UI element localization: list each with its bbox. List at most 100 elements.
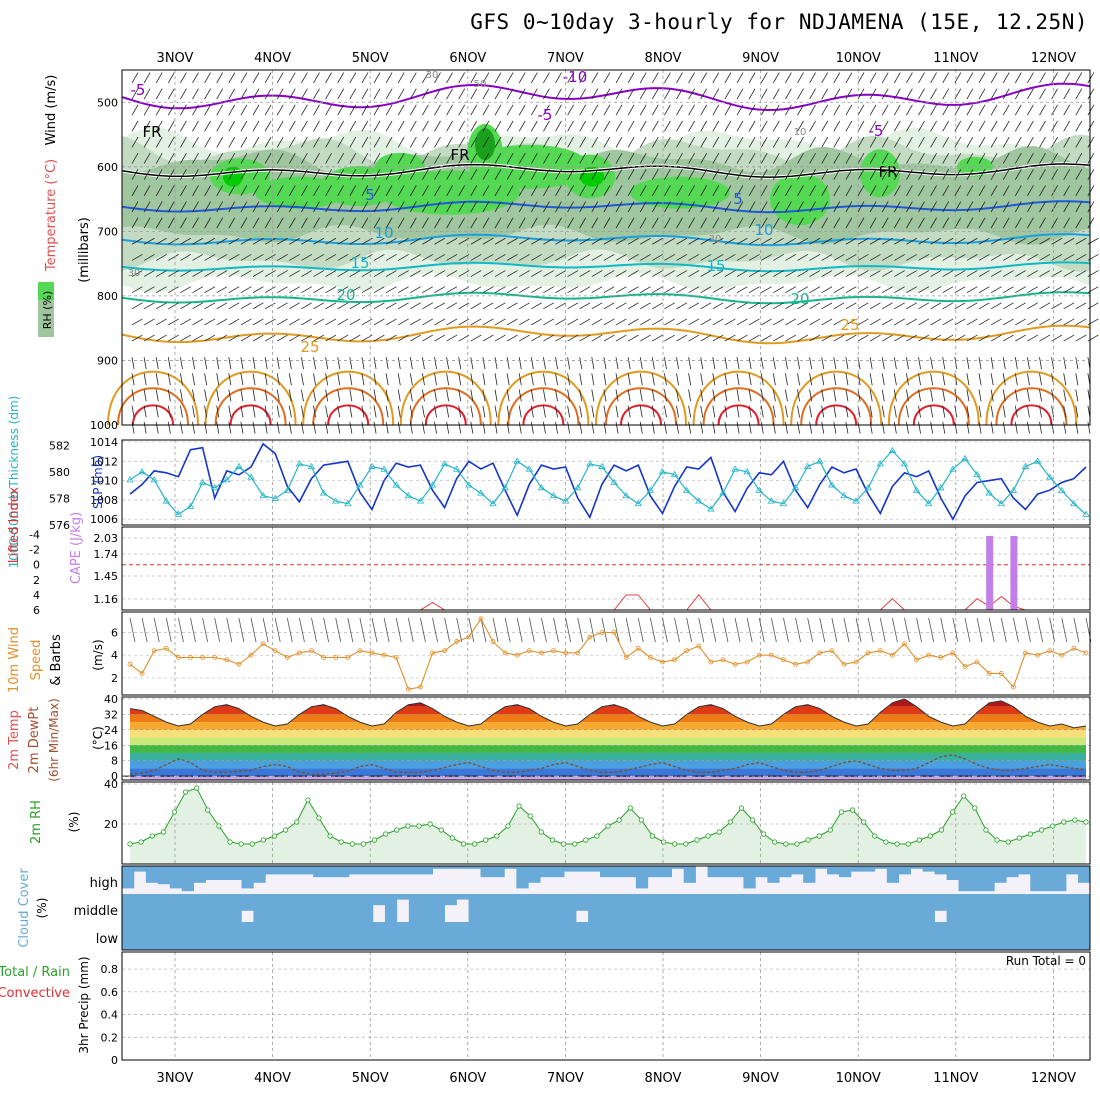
wind-barb <box>1051 136 1058 148</box>
rh2m-point <box>950 809 956 815</box>
y-tick-label: 1012 <box>90 455 118 468</box>
wind-speed-point <box>139 670 145 676</box>
wind-barb <box>664 357 667 370</box>
wind-barb <box>712 421 716 434</box>
wind-barb <box>845 405 849 418</box>
surface-wind-barb <box>528 617 535 643</box>
wind-barb <box>882 334 893 342</box>
wind-barb <box>761 302 772 310</box>
wind-barb <box>688 302 700 310</box>
wind-barb <box>240 373 244 386</box>
cloud-cell <box>301 866 314 875</box>
wind-barb <box>325 389 329 402</box>
wind-barb <box>506 104 514 116</box>
wind-barb <box>906 286 917 294</box>
wind-barb <box>1014 152 1022 164</box>
wind-barb <box>821 88 829 100</box>
wind-barb <box>349 270 361 277</box>
wind-barb <box>470 302 482 310</box>
wind-barb <box>252 72 260 84</box>
wind-barb <box>264 152 272 164</box>
wind-speed-line <box>129 617 1087 690</box>
surface-wind-barb <box>1037 617 1043 643</box>
wind-barb <box>458 72 466 84</box>
surface-wind-barb <box>238 617 245 643</box>
wind-barb <box>337 217 345 229</box>
wind-barb <box>518 421 522 434</box>
wind-barb <box>240 421 244 434</box>
wind-barb <box>857 237 869 245</box>
wind-barb <box>518 169 526 180</box>
wind-barb <box>337 237 349 245</box>
wind-barb <box>906 185 913 197</box>
surface-wind-barb <box>1049 617 1056 643</box>
wind-barb <box>325 217 332 229</box>
boundary-isotherm <box>717 404 760 426</box>
wind-barb <box>773 334 784 342</box>
wind-barb <box>772 152 780 164</box>
wind-barb <box>555 302 567 310</box>
cloud-cell <box>791 866 804 875</box>
precip-axis-label: 3hr Precip (mm) <box>77 956 91 1053</box>
boundary-isotherm <box>985 370 1078 426</box>
rh2m-point <box>972 805 978 811</box>
wind-barb <box>627 334 639 342</box>
wind-barb <box>240 302 252 310</box>
wind-barb <box>228 136 236 148</box>
wind-barb <box>494 237 506 245</box>
wind-barb <box>567 302 579 310</box>
wind-barb <box>833 318 845 326</box>
cloud-cell <box>361 894 374 922</box>
wind-barb <box>325 405 329 418</box>
wind-barb <box>228 286 240 294</box>
cloud-cell <box>886 866 900 883</box>
thickness-point <box>610 478 618 485</box>
cloud-cell <box>755 894 768 922</box>
wind-barb <box>385 88 393 100</box>
wind-speed-point <box>817 650 823 656</box>
cloud-cell <box>1030 866 1043 892</box>
wind-barb <box>409 136 417 148</box>
wind-barb <box>216 88 224 100</box>
wind-barb <box>301 334 312 342</box>
wind-barb <box>615 254 627 261</box>
wind-barb <box>942 302 954 310</box>
wind-barb <box>276 185 284 197</box>
wind-barb <box>288 136 296 148</box>
wind-barb <box>301 185 308 197</box>
wind-barb <box>942 217 950 229</box>
wind-barb <box>760 72 768 84</box>
y-tick-label: 1.45 <box>94 570 119 583</box>
wind-barb <box>458 237 470 245</box>
wind-barb <box>785 318 796 326</box>
wind-barb <box>301 254 312 261</box>
cloud-cell <box>815 922 828 950</box>
wind-barb <box>1027 373 1030 386</box>
surface-wind-barb <box>1000 617 1007 643</box>
thickness-point <box>283 486 292 493</box>
wind-barb <box>930 405 934 418</box>
wind-barb <box>1002 405 1006 418</box>
wind-barb <box>627 237 639 245</box>
wind-barb <box>942 120 950 132</box>
wind-barb <box>1087 169 1095 180</box>
surface-wind-barb <box>807 617 814 643</box>
rh2m-point <box>827 827 833 833</box>
wind-barb <box>712 201 720 213</box>
wind-barb <box>760 104 768 116</box>
y-tick-label: 0.6 <box>101 986 119 999</box>
wind-speed-point <box>635 645 641 651</box>
wind-barb <box>567 201 574 213</box>
rh2m-point <box>483 837 489 843</box>
wind-barb <box>325 104 332 116</box>
wind-barb <box>785 421 788 434</box>
cloud-cell <box>635 894 649 922</box>
wind-speed-point <box>1023 650 1028 656</box>
wind-barb <box>337 104 345 116</box>
wind-barb <box>833 237 845 245</box>
wind-barb <box>930 237 942 245</box>
wind-barb <box>192 136 199 148</box>
wind-barb <box>591 286 603 294</box>
wind-barb <box>881 405 885 418</box>
thickness-point <box>1033 457 1042 464</box>
